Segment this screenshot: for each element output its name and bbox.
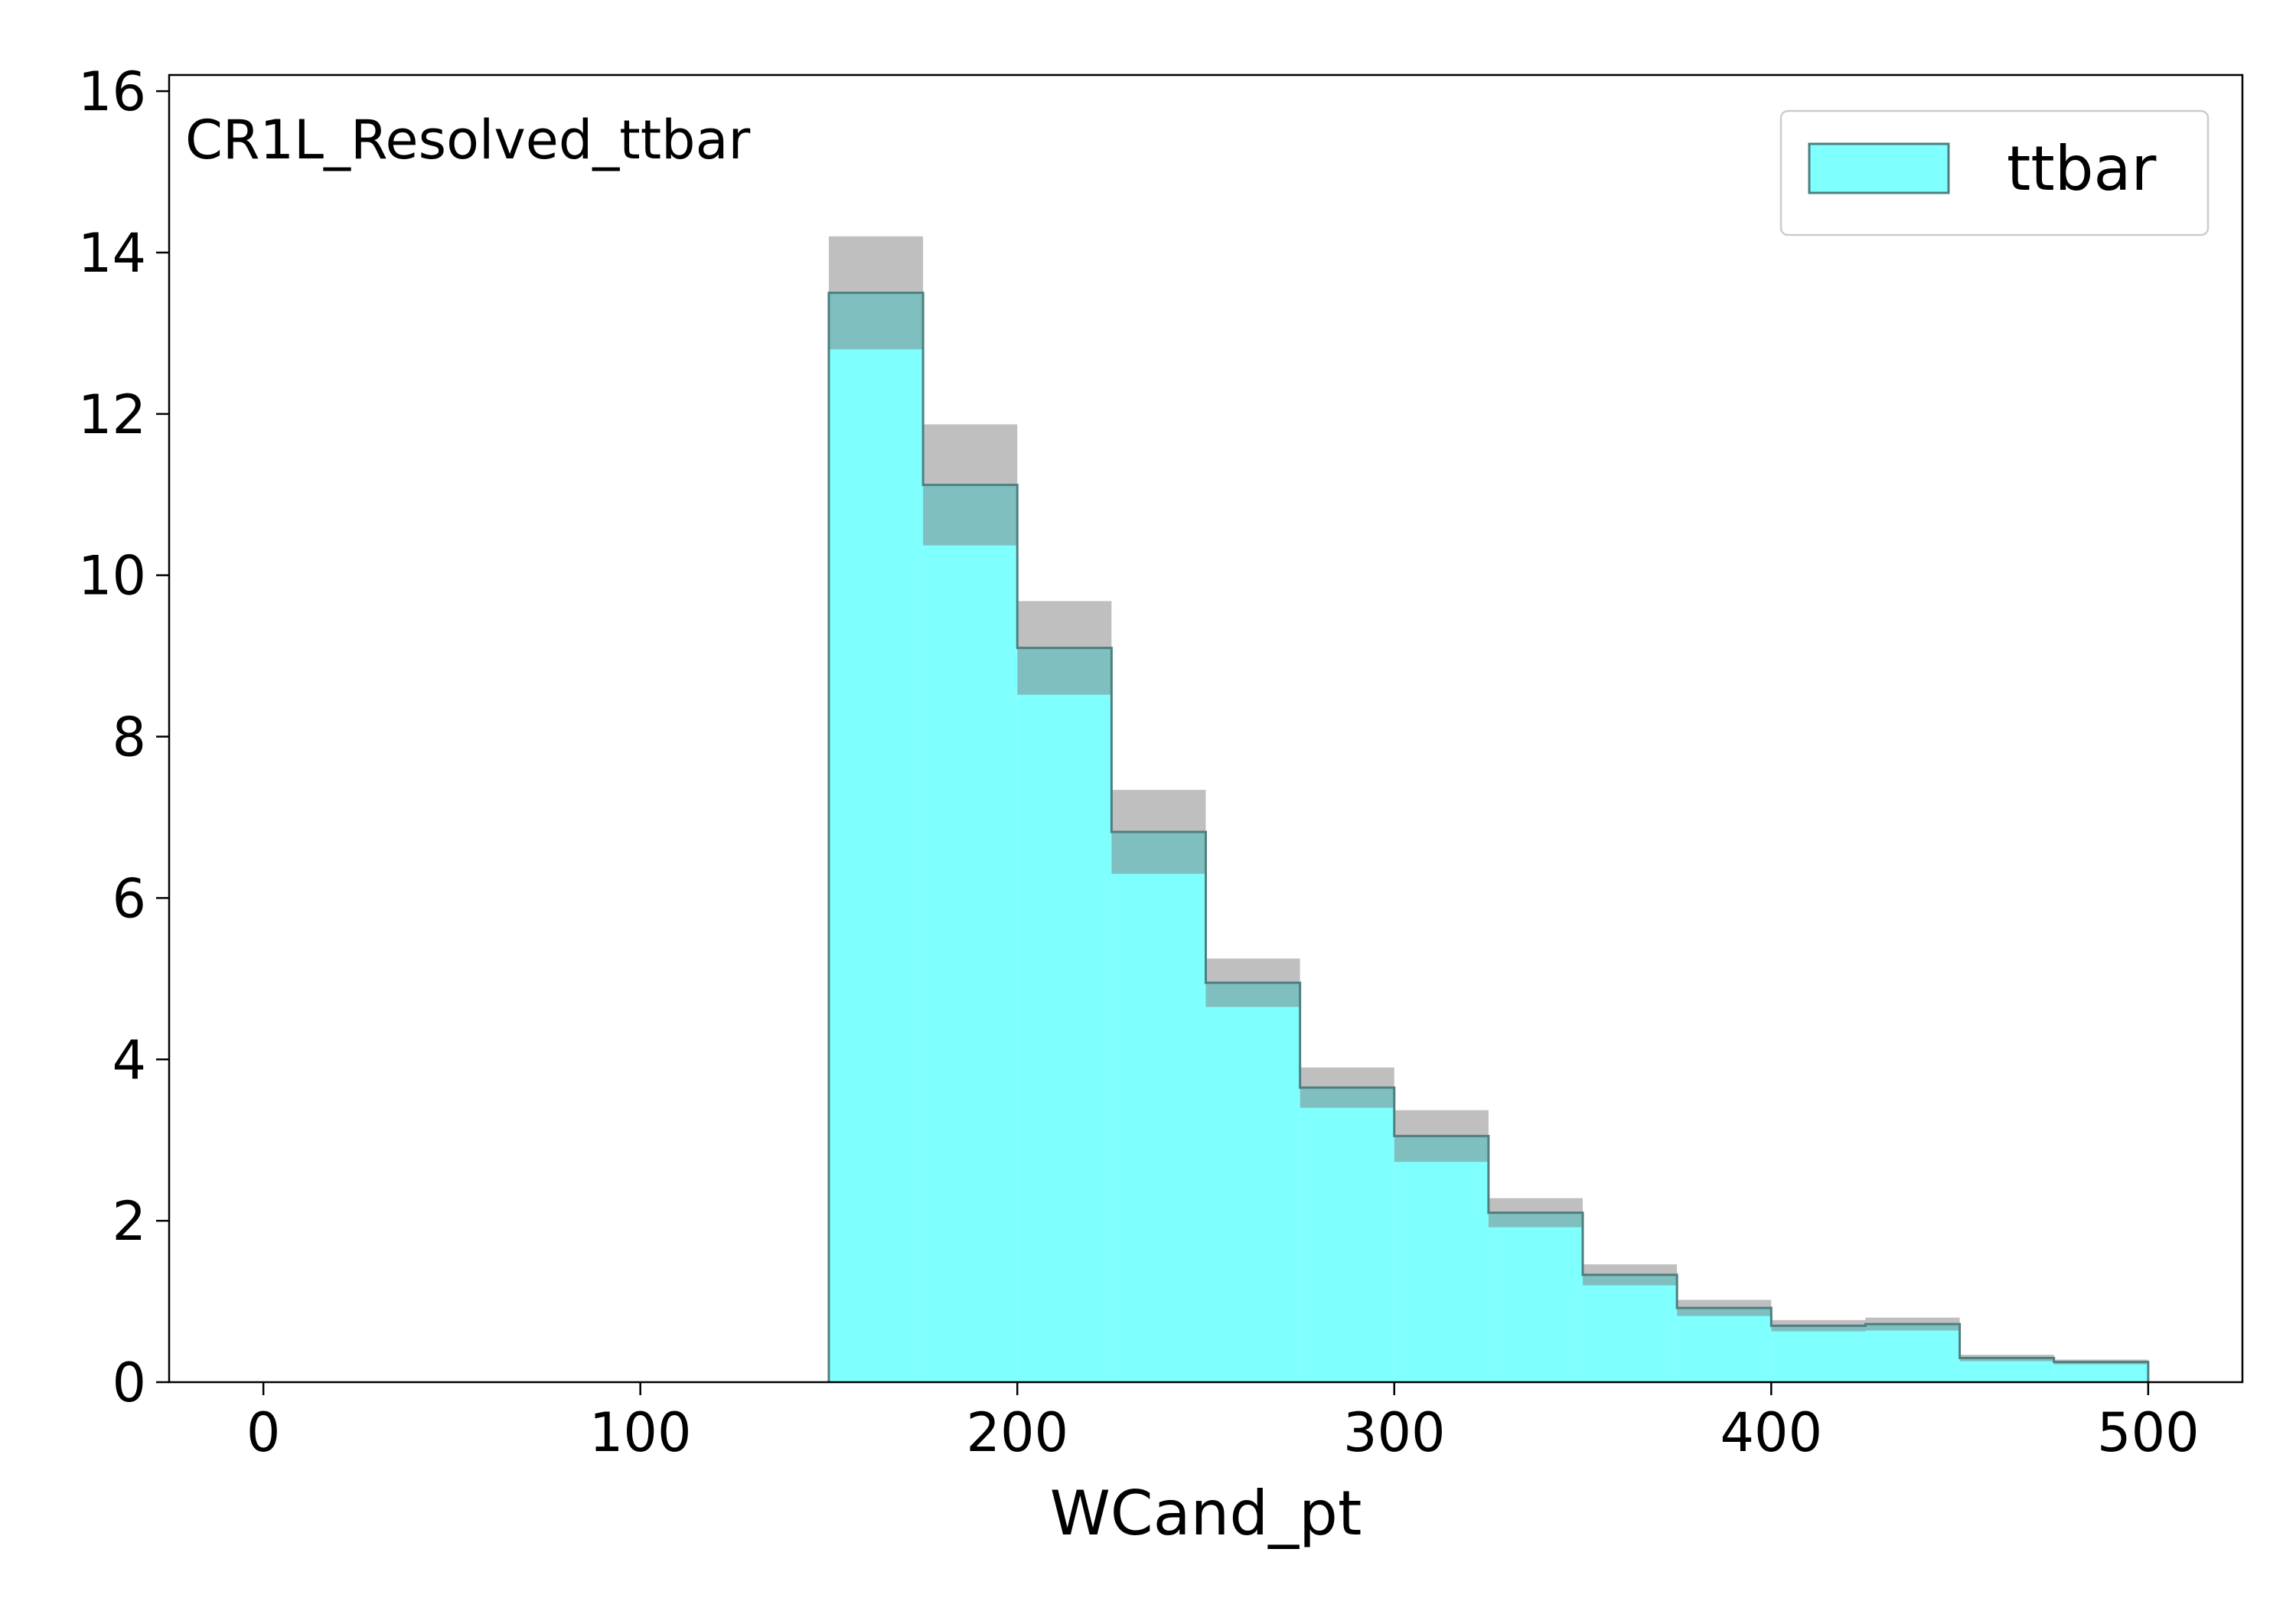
y-axis-ticks: 0 2 4 6 8 10 12 14 16 <box>78 60 169 1414</box>
y-tick-label: 12 <box>78 383 146 446</box>
x-axis-label: WCand_pt <box>1050 1478 1362 1549</box>
histogram-bar <box>1394 1136 1489 1382</box>
y-tick-label: 4 <box>112 1029 146 1091</box>
histogram-bar <box>1771 1326 1866 1382</box>
y-tick-label: 0 <box>112 1352 146 1414</box>
bars-layer <box>828 292 2148 1383</box>
x-axis-ticks: 0 100 200 300 400 500 <box>246 1382 2200 1464</box>
plot-frame <box>168 73 2244 1384</box>
histogram-bar <box>1488 1212 1583 1382</box>
legend-label-ttbar: ttbar <box>2007 133 2157 204</box>
x-tick-label: 0 <box>246 1401 281 1464</box>
y-tick-label: 16 <box>78 60 146 123</box>
y-tick-label: 8 <box>112 706 146 769</box>
histogram-bar <box>1111 831 1206 1382</box>
histogram-bar <box>923 484 1018 1383</box>
y-tick-label: 6 <box>112 867 146 930</box>
y-tick-label: 14 <box>78 222 146 285</box>
y-tick-label: 10 <box>78 545 146 608</box>
histogram-bar <box>828 292 924 1383</box>
legend-frame <box>1779 109 2210 236</box>
x-tick-label: 200 <box>966 1401 1068 1464</box>
histogram-bar <box>1677 1308 1772 1382</box>
histogram-bar <box>2053 1362 2148 1382</box>
x-tick-label: 300 <box>1343 1401 1446 1464</box>
legend-swatch-ttbar <box>1808 142 1950 194</box>
histogram-bar <box>1205 983 1300 1382</box>
histogram-outline <box>827 292 2150 1382</box>
x-tick-label: 500 <box>2097 1401 2200 1464</box>
histogram-bar <box>1865 1324 1960 1382</box>
histogram-bar <box>1300 1088 1394 1382</box>
x-tick-label: 400 <box>1720 1401 1823 1464</box>
histogram-bar <box>1017 647 1112 1382</box>
region-label: CR1L_Resolved_ttbar <box>185 109 751 171</box>
histogram-bar <box>1583 1274 1678 1382</box>
histogram-bar <box>1959 1358 2054 1382</box>
x-tick-label: 100 <box>589 1401 692 1464</box>
y-tick-label: 2 <box>112 1190 146 1253</box>
legend: ttbar <box>1779 109 2210 236</box>
